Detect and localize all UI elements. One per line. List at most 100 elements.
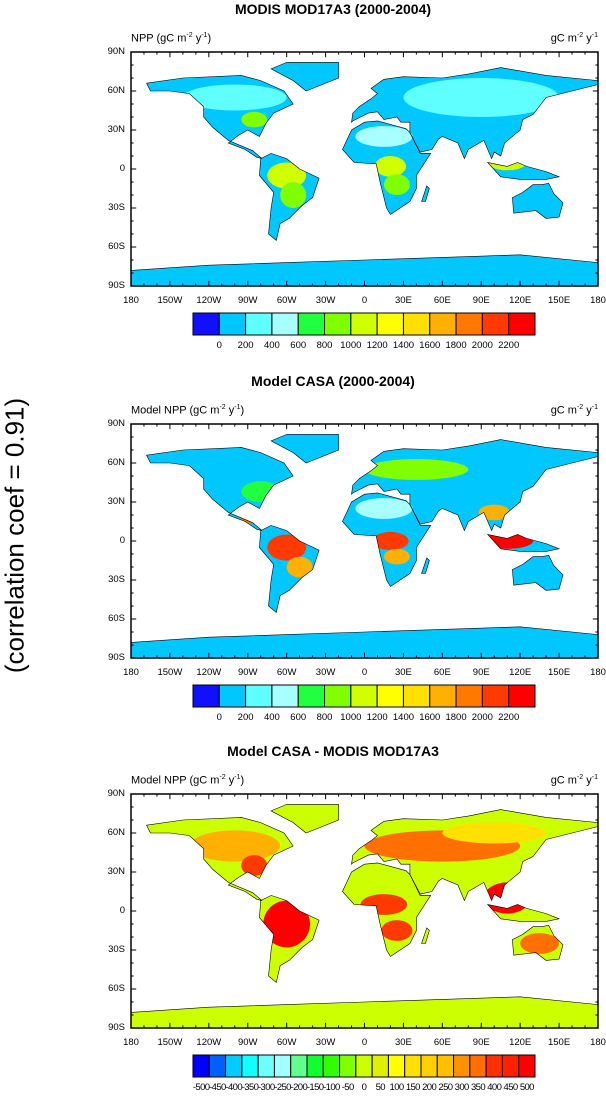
colorbar-swatch	[402, 684, 431, 708]
field-region	[360, 894, 408, 915]
field-region	[478, 504, 510, 521]
lat-tick-label: 30N	[107, 124, 125, 135]
colorbar-label: 2000	[471, 340, 493, 351]
units-text: gC m	[550, 32, 577, 45]
colorbar-label: 200	[237, 340, 254, 351]
colorbar-swatch	[355, 1054, 373, 1078]
colorbar-swatch	[376, 684, 404, 708]
units-label-left: NPP (gC m-2 y-1)	[131, 32, 211, 45]
colorbar-swatch	[192, 1054, 210, 1078]
coastline	[342, 493, 430, 587]
lat-tick-label: 0	[119, 905, 125, 916]
lat-tick-label: 60S	[108, 613, 125, 624]
field-region	[239, 511, 261, 525]
field-region	[241, 855, 268, 876]
coastline	[259, 525, 319, 612]
lon-tick-label: 30W	[315, 295, 336, 306]
colorbar-swatch	[469, 1054, 487, 1078]
colorbar-swatch	[225, 1054, 243, 1078]
field-region	[442, 822, 547, 844]
colorbar-swatch	[192, 312, 220, 336]
lat-tick-label: 90N	[107, 418, 125, 429]
lon-tick-label: 30W	[315, 1037, 336, 1048]
colorbar-swatch	[297, 312, 326, 336]
lat-tick-label: 90N	[107, 788, 125, 799]
coastline	[512, 925, 563, 960]
colorbar-label: 300	[454, 1082, 470, 1093]
colorbar-label: 1800	[445, 340, 467, 351]
lon-tick-label: 180	[123, 1037, 139, 1048]
colorbar-swatch	[518, 1054, 536, 1078]
lon-tick-label: 90E	[472, 295, 490, 306]
lon-tick-label: 90W	[237, 295, 258, 306]
colorbar-swatch	[273, 1054, 292, 1078]
panel-title: Model CASA - MODIS MOD17A3	[227, 743, 439, 759]
colorbar-swatch	[481, 312, 510, 336]
coastline	[147, 75, 294, 158]
lon-tick-label: 90W	[237, 1037, 258, 1048]
units-text: y	[225, 404, 235, 417]
correlation-label: (correlation coef = 0.91)	[0, 397, 30, 674]
lon-tick-label: 120E	[509, 1037, 532, 1048]
units-text: -1	[591, 32, 598, 39]
colorbar-swatch	[402, 312, 431, 336]
coastline	[488, 163, 559, 180]
colorbar-label: 1600	[419, 712, 441, 723]
colorbar-label: -250	[274, 1082, 291, 1093]
units-text: gC m	[550, 774, 577, 787]
coastline	[259, 153, 319, 240]
coastline	[422, 186, 430, 202]
lat-tick-label: 60S	[108, 241, 125, 252]
land-greenland	[271, 434, 339, 463]
units-text: )	[240, 774, 245, 787]
coastline	[342, 121, 430, 215]
colorbar-label: 0	[361, 1082, 367, 1093]
land-australia	[512, 183, 563, 219]
colorbar-swatch	[192, 684, 220, 708]
units-text: y	[583, 774, 592, 787]
land-madagascar	[421, 185, 430, 202]
lat-tick-label: 0	[119, 535, 125, 546]
colorbar-swatch	[501, 1054, 520, 1078]
colorbar-label: 1000	[340, 712, 362, 723]
units-text: NPP (gC m	[131, 32, 187, 45]
field-region	[374, 156, 407, 177]
colorbar-swatch	[350, 684, 378, 708]
lon-tick-label: 120W	[196, 667, 222, 678]
map-plot	[131, 424, 598, 658]
field-region	[383, 548, 410, 565]
lon-tick-label: 180	[590, 295, 606, 306]
coastline	[271, 804, 338, 833]
colorbar-swatch	[271, 684, 299, 708]
colorbar-swatch	[453, 1054, 471, 1078]
lon-tick-label: 60W	[276, 1037, 297, 1048]
lat-tick-label: 60S	[108, 983, 125, 994]
land-greenland	[271, 804, 339, 833]
colorbar	[192, 684, 536, 708]
lon-tick-label: 60E	[433, 667, 451, 678]
lon-tick-label: 120W	[196, 1037, 222, 1048]
colorbar-label: 500	[519, 1082, 535, 1093]
colorbar-swatch	[218, 684, 247, 708]
lon-tick-label: 120E	[509, 667, 532, 678]
colorbar-label: 1400	[392, 712, 415, 723]
colorbar-swatch	[455, 684, 483, 708]
units-text: Model NPP (gC m	[131, 774, 220, 787]
field-region	[403, 78, 560, 117]
field-region	[383, 174, 410, 195]
colorbar-swatch	[245, 312, 273, 336]
colorbar-label: -500	[192, 1082, 210, 1093]
colorbar-label: 1600	[419, 340, 441, 351]
units-text: y	[192, 32, 202, 45]
units-text: -2	[219, 404, 226, 411]
colorbar-swatch	[245, 684, 273, 708]
units-text: y	[225, 774, 235, 787]
units-text: y	[583, 404, 592, 417]
field-region	[483, 882, 531, 914]
colorbar-label: -100	[323, 1082, 340, 1093]
colorbar-swatch	[241, 1054, 259, 1078]
colorbar-label: 50	[375, 1082, 386, 1093]
lat-tick-label: 0	[119, 163, 125, 174]
lon-tick-label: 90E	[472, 1037, 490, 1048]
coastline	[488, 535, 559, 552]
